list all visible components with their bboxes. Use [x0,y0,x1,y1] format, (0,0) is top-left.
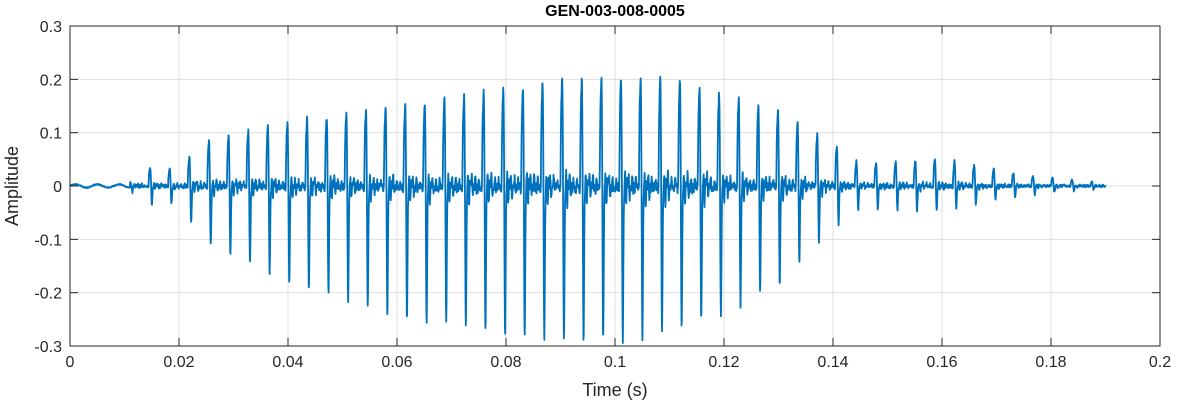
y-tick-label: 0.2 [40,72,62,89]
x-tick-label: 0.14 [817,354,848,371]
y-axis-ticks: -0.3 -0.2 -0.1 0 0.1 0.2 0.3 [34,19,1160,356]
chart-title: GEN-003-008-0005 [545,3,685,20]
x-tick-label: 0.02 [163,354,194,371]
x-tick-label: 0.1 [604,354,626,371]
x-tick-label: 0.2 [1149,354,1171,371]
x-tick-label: 0.18 [1035,354,1066,371]
x-axis-label: Time (s) [582,380,647,400]
x-axis-ticks: 0 0.02 0.04 0.06 0.08 0.1 0.12 0.14 0.16 0.18 0.2 [66,26,1171,371]
x-tick-label: 0.12 [708,354,739,371]
x-tick-label: 0.16 [926,354,957,371]
x-tick-label: 0.06 [381,354,412,371]
x-tick-label: 0.04 [272,354,303,371]
waveform-series-line [69,75,1107,345]
y-tick-label: 0.3 [40,19,62,36]
x-tick-label: 0 [66,354,75,371]
y-tick-label: -0.3 [34,339,62,356]
y-tick-label: -0.1 [34,232,62,249]
x-tick-label: 0.08 [490,354,521,371]
y-tick-label: 0 [53,179,62,196]
y-tick-label: 0.1 [40,126,62,143]
y-tick-label: -0.2 [34,286,62,303]
y-axis-label: Amplitude [2,146,22,226]
